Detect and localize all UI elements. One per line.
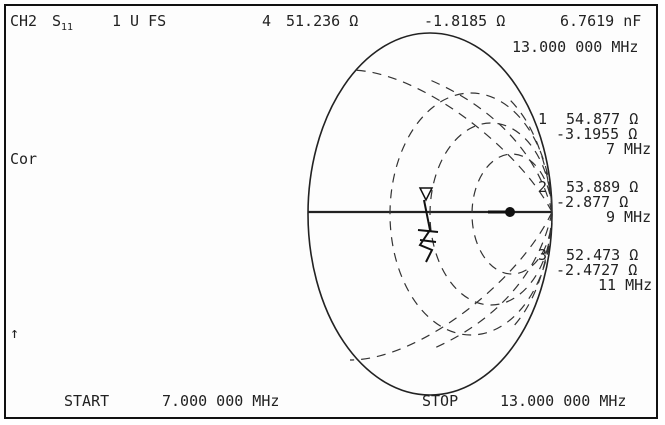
s11-trace	[418, 199, 434, 263]
marker-1-id: 1	[538, 110, 548, 128]
resistance-circle-2	[429, 122, 553, 306]
marker-triangle	[418, 187, 434, 202]
reactance-arc-up-1	[349, 69, 553, 213]
channel-label: CH2	[10, 12, 38, 30]
marker-1-resistance: 54.877 Ω	[566, 110, 639, 128]
stop-label: STOP	[422, 392, 459, 410]
marker-3-id: 3	[538, 246, 548, 264]
reactance-arc-down-3	[509, 211, 553, 331]
active-marker-number: 4	[262, 12, 272, 30]
marker-3-frequency: 11 MHz	[598, 276, 653, 294]
resistance-circle-1	[389, 92, 553, 336]
arrow-indicator: ↑	[10, 324, 20, 342]
reactance-arc-down-2	[429, 211, 553, 351]
reactance-arc-up-2	[429, 79, 553, 213]
reactance-readout: -1.8185 Ω	[424, 12, 506, 30]
marker-2-frequency: 9 MHz	[606, 208, 652, 226]
marker-2-resistance: 53.889 Ω	[566, 178, 639, 196]
resistance-readout: 51.236 Ω	[286, 12, 359, 30]
marker-3-resistance: 52.473 Ω	[566, 246, 639, 264]
frequency-readout: 13.000 000 MHz	[512, 38, 639, 56]
marker-1-frequency: 7 MHz	[606, 140, 652, 158]
format-label: 1 U FS	[112, 12, 167, 30]
marker-2-id: 2	[538, 178, 548, 196]
capacitance-readout: 6.7619 nF	[560, 12, 642, 30]
start-label: START	[64, 392, 110, 410]
correction-indicator: Cor	[10, 150, 38, 168]
reactance-arc-down-1	[349, 211, 553, 361]
start-frequency: 7.000 000 MHz	[162, 392, 280, 410]
marker-2-reactance: -2.877 Ω	[556, 193, 629, 211]
marker-3-reactance: -2.4727 Ω	[556, 261, 638, 279]
stop-frequency: 13.000 000 MHz	[500, 392, 627, 410]
parameter-label: S11	[52, 12, 74, 33]
marker-1-reactance: -3.1955 Ω	[556, 125, 638, 143]
